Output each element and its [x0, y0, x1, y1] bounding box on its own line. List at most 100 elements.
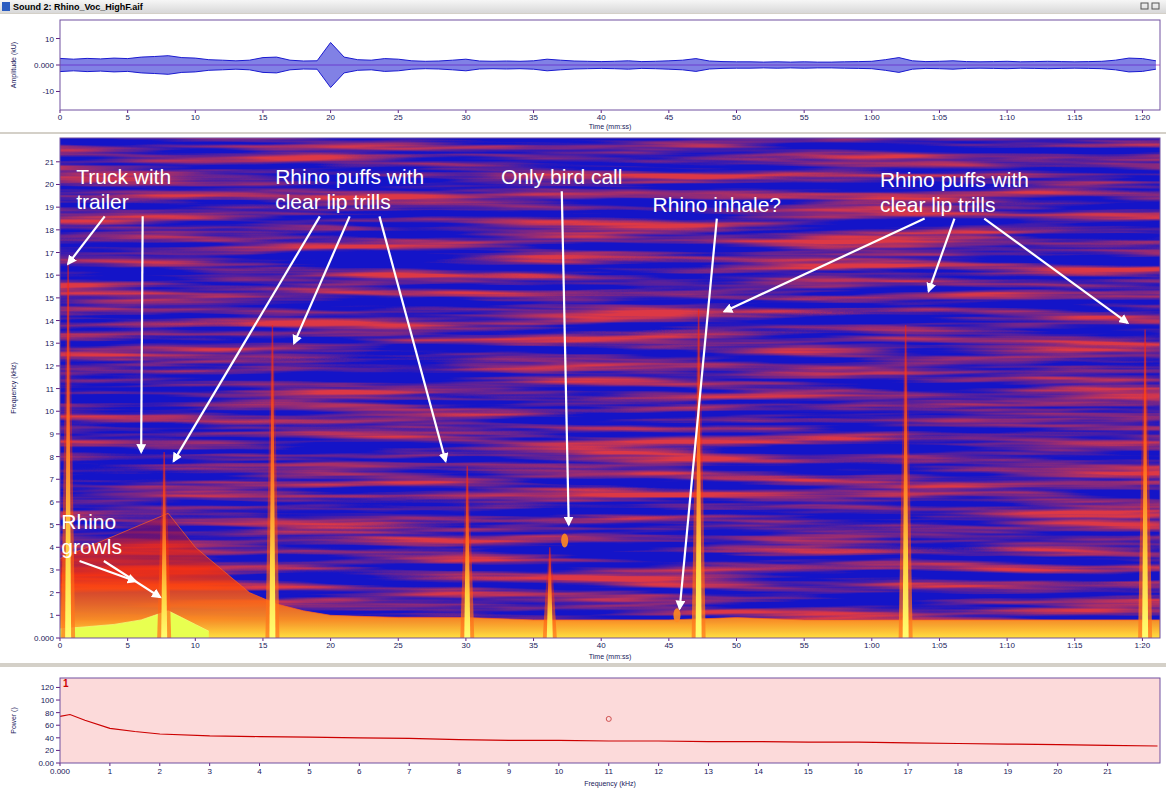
- x-tick-label: 17: [904, 767, 913, 776]
- y-tick-label: 11: [46, 385, 55, 394]
- y-tick: [56, 161, 60, 162]
- y-tick: [56, 411, 60, 412]
- x-axis-title: Frequency (kHz): [584, 780, 636, 788]
- y-tick: [56, 229, 60, 230]
- y-tick-label: 10: [45, 35, 54, 44]
- y-tick: [56, 700, 60, 701]
- annotations: Truck withtrailerRhino puffs withclear l…: [61, 165, 1127, 608]
- y-tick-label: 60: [45, 721, 54, 730]
- x-tick-label: 10: [554, 767, 563, 776]
- annotation-arrow: [379, 216, 445, 461]
- y-tick: [56, 365, 60, 366]
- x-tick-label: 18: [954, 767, 963, 776]
- streak: [1142, 330, 1148, 638]
- title-bar: [0, 0, 1166, 13]
- streak-glow: [61, 264, 75, 638]
- waveform-panel: -100.0001005101520253035404550551:001:05…: [0, 14, 1166, 132]
- y-tick-label: 18: [45, 226, 54, 235]
- x-tick-label: 9: [507, 767, 512, 776]
- annotation-label: Rhino puffs withclear lip trills: [880, 168, 1029, 216]
- x-tick-label: 15: [258, 641, 267, 650]
- x-tick-label: 50: [732, 641, 741, 650]
- x-tick-label: 25: [394, 113, 403, 122]
- x-tick-label: 16: [854, 767, 863, 776]
- annotation-text: Rhino inhale?: [653, 193, 781, 216]
- waveform-upper: [60, 43, 1156, 63]
- annotation-text: Truck with: [76, 165, 171, 188]
- annotation-text: clear lip trills: [880, 193, 996, 216]
- streak: [161, 452, 167, 638]
- x-tick-label: 5: [125, 641, 130, 650]
- y-tick-label: 16: [45, 271, 54, 280]
- x-tick-label: 0: [58, 641, 63, 650]
- waveform-lower: [60, 68, 1156, 88]
- y-tick: [56, 638, 60, 639]
- x-tick-label: 15: [804, 767, 813, 776]
- y-tick-label: 120: [41, 683, 55, 692]
- streak: [903, 325, 909, 638]
- y-tick: [56, 569, 60, 570]
- x-tick-label: 55: [800, 113, 809, 122]
- power-panel: 0.00204060801001200.00012345678910111213…: [0, 667, 1166, 792]
- annotation-arrow: [68, 216, 105, 264]
- window: Sound 2: Rhino_Voc_HighF.aif-100.0001005…: [0, 0, 1166, 792]
- x-tick-label: 1:10: [999, 641, 1015, 650]
- title-icon: [2, 2, 10, 11]
- y-tick: [56, 252, 60, 253]
- y-axis-title: Amplitude (kU): [10, 42, 18, 88]
- x-tick-label: 1:15: [1067, 641, 1083, 650]
- y-tick: [56, 38, 60, 39]
- annotation-arrow: [724, 219, 924, 312]
- y-tick-label: 19: [45, 203, 54, 212]
- noise-floor-area: [60, 513, 1160, 638]
- y-tick: [56, 750, 60, 751]
- y-tick-label: 2: [50, 589, 55, 598]
- y-tick: [56, 433, 60, 434]
- x-tick-label: 1:00: [864, 113, 880, 122]
- window-button[interactable]: [1141, 3, 1148, 9]
- call-spot: [673, 608, 680, 622]
- panel-background: [0, 14, 1166, 132]
- annotation: Rhino puffs withclear lip trills: [174, 165, 446, 461]
- y-tick: [56, 524, 60, 525]
- y-tick: [56, 297, 60, 298]
- y-tick-label: 21: [45, 158, 54, 167]
- annotation-text: Rhino puffs with: [275, 165, 424, 188]
- streak-glow: [1138, 330, 1152, 638]
- plot-frame: [60, 678, 1160, 763]
- spectrogram-noise: [60, 138, 1160, 638]
- streak: [464, 466, 470, 638]
- x-tick-label: 6: [357, 767, 362, 776]
- y-tick-label: 14: [45, 317, 54, 326]
- noise-floor-edge: [60, 513, 1160, 620]
- x-tick-label: 1:05: [932, 641, 948, 650]
- y-tick-label: 12: [45, 362, 54, 371]
- growl-band-area: [60, 611, 209, 638]
- y-tick-label: 7: [50, 475, 55, 484]
- annotation-label: Rhinogrowls: [61, 510, 122, 558]
- x-tick-label: 1:10: [999, 113, 1015, 122]
- y-tick-label: 15: [45, 294, 54, 303]
- panel-background: [0, 667, 1166, 792]
- growl-band-edge: [60, 611, 209, 631]
- x-tick-label: 35: [529, 113, 538, 122]
- x-axis-title: Time (mm:ss): [589, 123, 632, 131]
- x-tick-label: 45: [664, 113, 673, 122]
- annotation: Truck withtrailer: [68, 165, 171, 452]
- y-tick-label: 0.000: [34, 61, 55, 70]
- y-tick: [56, 501, 60, 502]
- streak-glow: [460, 466, 474, 638]
- window-button[interactable]: [1152, 3, 1159, 9]
- x-tick-label: 55: [800, 641, 809, 650]
- x-tick-label: 8: [457, 767, 462, 776]
- x-tick-label: 10: [191, 641, 200, 650]
- annotation: Rhinogrowls: [61, 510, 160, 597]
- panel-background: [0, 134, 1166, 663]
- y-tick-label: 100: [41, 696, 55, 705]
- annotation-text: Only bird call: [501, 165, 622, 188]
- annotation: Only bird call: [501, 165, 622, 524]
- y-tick-label: 6: [50, 498, 55, 507]
- annotation-arrow: [104, 561, 160, 597]
- y-tick-label: 8: [50, 453, 55, 462]
- x-tick-label: 5: [307, 767, 312, 776]
